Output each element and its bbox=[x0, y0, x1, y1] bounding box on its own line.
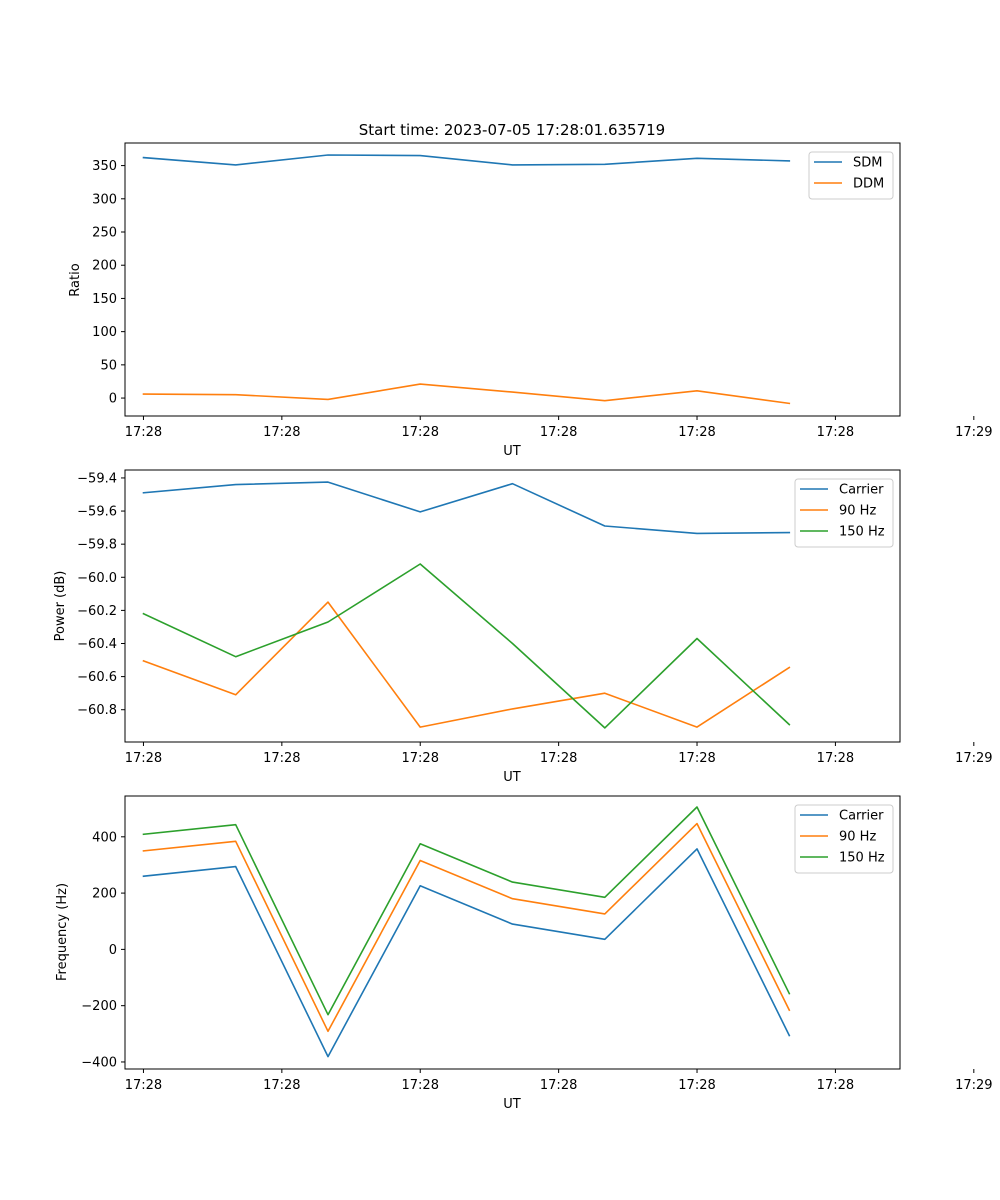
ratio-x-tick-label-2: 17:28 bbox=[402, 425, 439, 440]
ratio-panel: 17:28 17:28 17:28 17:28 17:28 17:28 17:29 0 50 1… bbox=[68, 142, 993, 459]
frequency-y-tick-label-1: 200 bbox=[92, 887, 117, 902]
power-legend-label-90-hz: 90 Hz bbox=[839, 504, 876, 519]
ratio-y-tick-label-5: 250 bbox=[92, 226, 117, 241]
chart-title: Start time: 2023-07-05 17:28:01.635719 bbox=[359, 121, 665, 139]
frequency-series-line-90-hz bbox=[142, 822, 791, 1033]
frequency-x-ticks: 17:28 17:28 17:28 17:28 17:28 17:28 17:29 bbox=[125, 1069, 993, 1093]
power-panel: 17:28 17:28 17:28 17:28 17:28 17:28 17:29 −59.… bbox=[53, 469, 993, 785]
power-axes-frame bbox=[124, 469, 901, 743]
power-lines bbox=[142, 481, 791, 729]
ratio-y-ticks: 0 50 100 150 200 250 300 350 bbox=[92, 159, 125, 407]
ratio-x-tick-label-6: 17:29 bbox=[955, 425, 992, 440]
frequency-x-tick-label-2: 17:28 bbox=[402, 1078, 439, 1093]
power-x-tick-label-5: 17:28 bbox=[817, 751, 854, 766]
power-x-tick-label-1: 17:28 bbox=[263, 751, 300, 766]
power-y-tick-label-6: −60.6 bbox=[77, 670, 117, 685]
frequency-legend-box bbox=[794, 804, 894, 874]
ratio-y-tick-label-2: 100 bbox=[92, 325, 117, 340]
ratio-x-tick-label-3: 17:28 bbox=[540, 425, 577, 440]
ratio-y-tick-label-1: 50 bbox=[100, 358, 117, 373]
power-series-line-150-hz bbox=[142, 563, 791, 729]
frequency-x-tick-label-1: 17:28 bbox=[263, 1078, 300, 1093]
power-legend-box bbox=[794, 478, 894, 548]
power-y-tick-label-3: −60.0 bbox=[77, 571, 117, 586]
ratio-x-ticks: 17:28 17:28 17:28 17:28 17:28 17:28 17:29 bbox=[125, 416, 993, 440]
frequency-y-axis-label: Frequency (Hz) bbox=[55, 883, 70, 981]
ratio-series-line-ddm bbox=[142, 383, 791, 405]
ratio-legend-label-ddm: DDM bbox=[853, 177, 884, 192]
power-y-tick-label-7: −60.8 bbox=[77, 703, 117, 718]
frequency-y-tick-label-2: 0 bbox=[109, 943, 117, 958]
ratio-lines bbox=[142, 154, 791, 405]
ratio-y-tick-label-0: 0 bbox=[109, 392, 117, 407]
ratio-legend-label-sdm: SDM bbox=[853, 156, 882, 171]
power-y-tick-label-1: −59.6 bbox=[77, 505, 117, 520]
frequency-y-ticks: 400 200 0 −200 −400 bbox=[81, 830, 125, 1070]
ratio-y-tick-label-4: 200 bbox=[92, 259, 117, 274]
frequency-x-tick-label-3: 17:28 bbox=[540, 1078, 577, 1093]
frequency-x-tick-label-5: 17:28 bbox=[817, 1078, 854, 1093]
frequency-legend-label-carrier: Carrier bbox=[839, 809, 884, 824]
power-y-ticks: −59.4 −59.6 −59.8 −60.0 −60.2 −60.4 −60.6 −60.8 bbox=[77, 471, 125, 718]
power-series-line-90-hz bbox=[142, 601, 791, 728]
ratio-x-tick-label-4: 17:28 bbox=[678, 425, 715, 440]
power-legend-label-carrier: Carrier bbox=[839, 483, 884, 498]
ratio-x-tick-label-0: 17:28 bbox=[125, 425, 162, 440]
frequency-axes-frame bbox=[124, 795, 901, 1070]
frequency-legend: Carrier 90 Hz 150 Hz bbox=[794, 804, 894, 874]
power-x-ticks: 17:28 17:28 17:28 17:28 17:28 17:28 17:29 bbox=[125, 742, 993, 766]
frequency-x-tick-label-4: 17:28 bbox=[678, 1078, 715, 1093]
power-y-tick-label-5: −60.4 bbox=[77, 637, 117, 652]
power-legend-label-150-hz: 150 Hz bbox=[839, 525, 885, 540]
frequency-x-axis-label: UT bbox=[503, 1097, 521, 1112]
power-x-tick-label-4: 17:28 bbox=[678, 751, 715, 766]
power-y-tick-label-2: −59.8 bbox=[77, 538, 117, 553]
ratio-y-tick-label-7: 350 bbox=[92, 159, 117, 174]
ratio-y-tick-label-3: 150 bbox=[92, 292, 117, 307]
ratio-x-tick-label-1: 17:28 bbox=[263, 425, 300, 440]
frequency-legend-label-150-hz: 150 Hz bbox=[839, 851, 885, 866]
frequency-panel: 17:28 17:28 17:28 17:28 17:28 17:28 17:29 400 2… bbox=[55, 795, 993, 1112]
power-legend: Carrier 90 Hz 150 Hz bbox=[794, 478, 894, 548]
ratio-y-tick-label-6: 300 bbox=[92, 192, 117, 207]
ratio-x-tick-label-5: 17:28 bbox=[817, 425, 854, 440]
power-series-line-carrier bbox=[142, 481, 791, 535]
ratio-y-axis-label: Ratio bbox=[68, 263, 83, 296]
frequency-series-line-carrier bbox=[142, 848, 791, 1058]
ratio-legend: SDM DDM bbox=[808, 151, 894, 200]
frequency-legend-label-90-hz: 90 Hz bbox=[839, 830, 876, 845]
ratio-axes-frame bbox=[124, 142, 901, 417]
frequency-lines bbox=[142, 806, 791, 1058]
power-y-tick-label-0: −59.4 bbox=[77, 471, 117, 486]
ratio-series-line-sdm bbox=[142, 154, 791, 166]
power-x-tick-label-3: 17:28 bbox=[540, 751, 577, 766]
ratio-legend-box bbox=[808, 151, 894, 200]
power-x-axis-label: UT bbox=[503, 770, 521, 785]
frequency-y-tick-label-0: 400 bbox=[92, 830, 117, 845]
ratio-x-axis-label: UT bbox=[503, 444, 521, 459]
power-x-tick-label-6: 17:29 bbox=[955, 751, 992, 766]
power-x-tick-label-0: 17:28 bbox=[125, 751, 162, 766]
frequency-x-tick-label-6: 17:29 bbox=[955, 1078, 992, 1093]
frequency-x-tick-label-0: 17:28 bbox=[125, 1078, 162, 1093]
frequency-y-tick-label-4: −400 bbox=[81, 1055, 117, 1070]
power-x-tick-label-2: 17:28 bbox=[402, 751, 439, 766]
frequency-y-tick-label-3: −200 bbox=[81, 999, 117, 1014]
frequency-series-line-150-hz bbox=[142, 806, 791, 1016]
power-y-tick-label-4: −60.2 bbox=[77, 604, 117, 619]
power-y-axis-label: Power (dB) bbox=[53, 571, 68, 642]
